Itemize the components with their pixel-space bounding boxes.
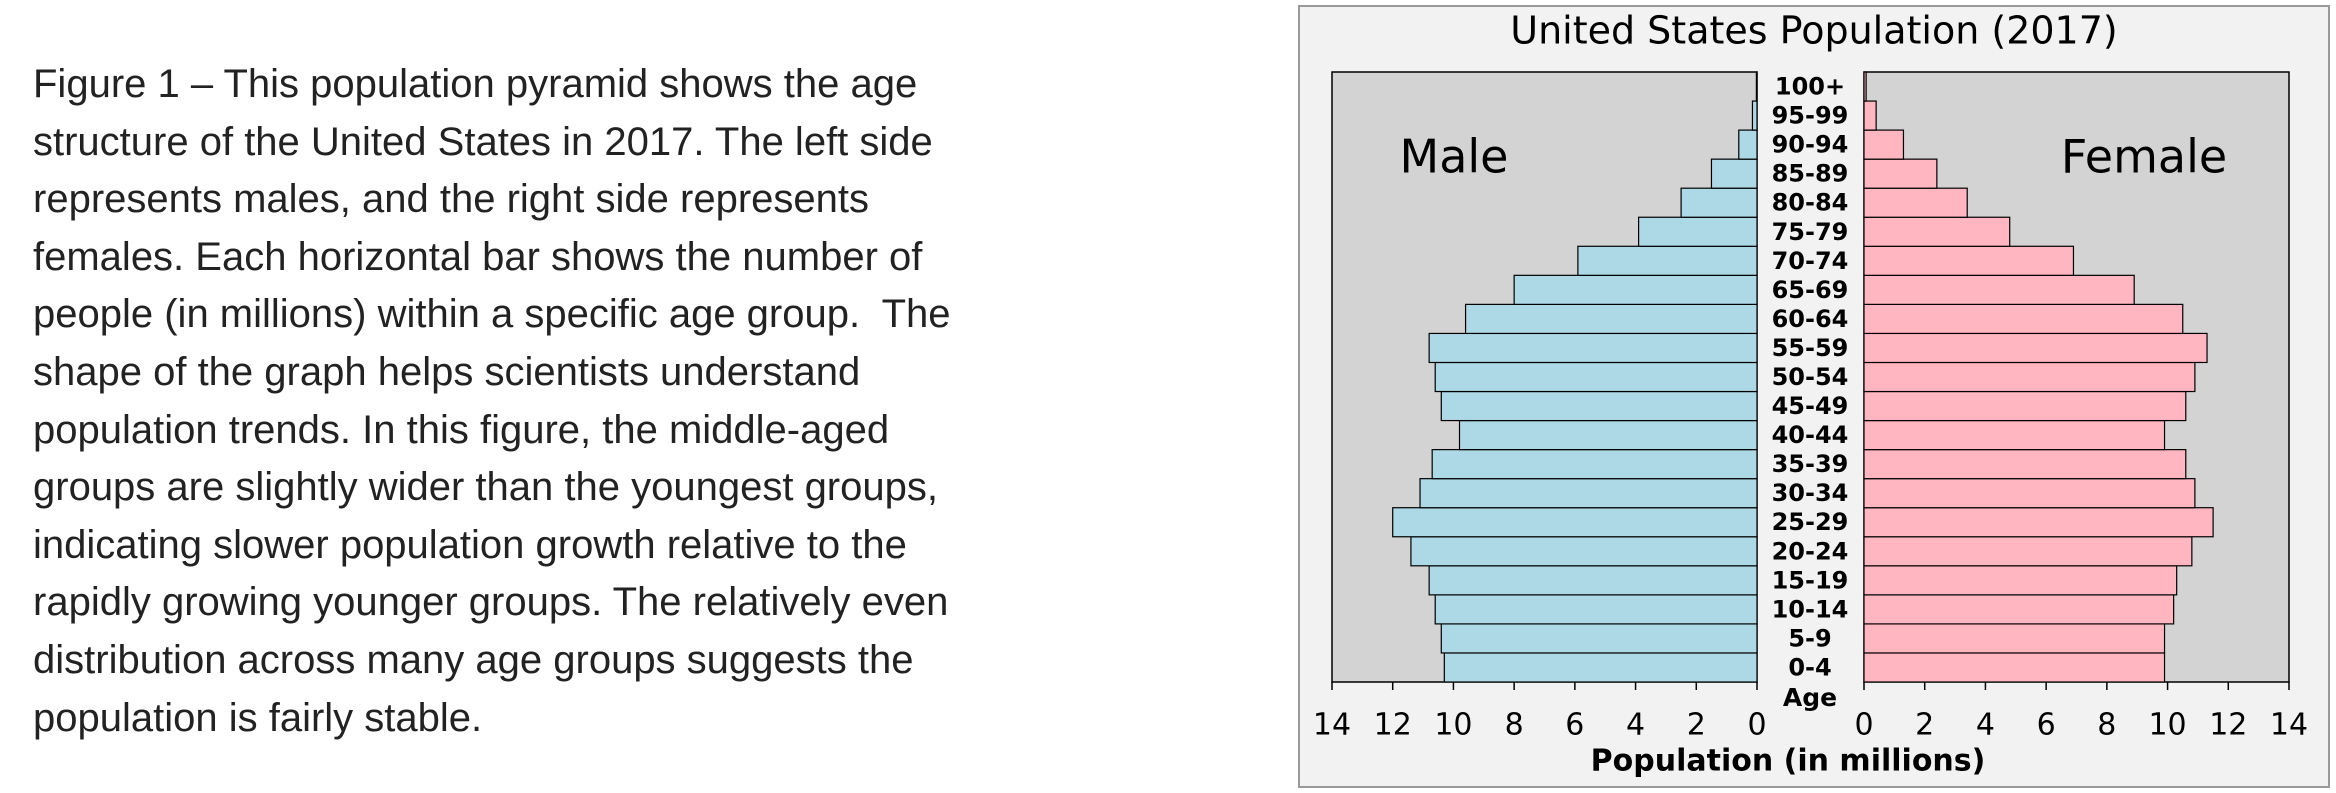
age-group-label: 25-29 (1772, 508, 1849, 536)
bar (1863, 419, 2166, 451)
x-tick-label: 14 (1313, 708, 1351, 743)
legend-entry: Female (2061, 130, 2227, 184)
age-group-label: 5-9 (1788, 624, 1831, 652)
bar (1638, 216, 1758, 247)
age-group-label: 100+ (1775, 73, 1845, 101)
age-group-label: 65-69 (1772, 276, 1849, 304)
x-tick-label: 14 (2270, 708, 2308, 743)
bar (1428, 565, 1758, 596)
x-tick-label: 8 (1505, 708, 1524, 743)
x-tick-label: 8 (2097, 708, 2116, 743)
x-tick-label: 12 (2209, 708, 2247, 743)
paragraph-line: indicating slower population growth rela… (33, 522, 907, 567)
age-group-label: 45-49 (1772, 392, 1849, 420)
bar (1863, 100, 1877, 131)
x-tick-label: 0 (1747, 708, 1766, 743)
bar (1863, 129, 1905, 160)
bar (1392, 507, 1758, 538)
bar (1434, 594, 1758, 625)
age-group-label: 95-99 (1772, 102, 1849, 130)
legend-entry: Male (1400, 130, 1509, 184)
age-group-label: 60-64 (1772, 305, 1849, 333)
bar (1863, 652, 2166, 683)
bar (1863, 245, 2075, 276)
bar (1863, 187, 1968, 218)
age-group-label: 80-84 (1772, 189, 1849, 217)
paragraph-line: shape of the graph helps scientists unde… (33, 349, 861, 394)
age-group-label: 90-94 (1772, 131, 1849, 159)
age-label: Age (1783, 683, 1837, 712)
paragraph-line: population trends. In this figure, the m… (33, 407, 890, 452)
x-tick-label: 0 (1854, 708, 1873, 743)
x-axis-label: Population (in millions) (1591, 744, 1986, 779)
bar (1440, 623, 1758, 654)
bar (1440, 390, 1758, 422)
bar (1863, 71, 1867, 102)
age-group-label: 35-39 (1772, 450, 1849, 478)
bar (1863, 216, 2011, 247)
bar (1710, 158, 1758, 189)
age-group-label: 50-54 (1772, 363, 1849, 391)
x-tick-label: 6 (1565, 708, 1584, 743)
bar (1863, 507, 2214, 538)
paragraph-line: Figure 1 – This population pyramid shows… (33, 62, 918, 106)
bar (1410, 536, 1758, 567)
paragraph-line: females. Each horizontal bar shows the n… (33, 234, 923, 279)
paragraph-line: population is fairly stable. (33, 695, 483, 740)
bar (1863, 478, 2196, 509)
paragraph-line: groups are slightly wider than the young… (33, 465, 938, 510)
bar (1863, 536, 2193, 567)
paragraph-line: structure of the United States in 2017. … (33, 119, 933, 164)
paragraph-line: distribution across many age groups sugg… (33, 637, 914, 682)
paragraph-line: rapidly growing younger groups. The rela… (33, 580, 949, 625)
age-group-label: 40-44 (1772, 421, 1849, 449)
chart-title: United States Population (2017) (1510, 9, 2117, 53)
bar (1464, 303, 1758, 335)
bar (1863, 594, 2175, 625)
bar (1863, 274, 2135, 305)
x-tick-label: 4 (1626, 708, 1645, 743)
bar (1863, 449, 2187, 480)
age-group-label: 70-74 (1772, 247, 1849, 275)
x-tick-label: 2 (1915, 708, 1934, 743)
age-group-label: 55-59 (1772, 334, 1849, 362)
bar (1443, 652, 1758, 683)
x-tick-label: 10 (2148, 708, 2186, 743)
bar (1513, 274, 1758, 305)
bar (1458, 419, 1758, 451)
age-group-label: 0-4 (1788, 653, 1831, 681)
bar (1863, 332, 2208, 364)
x-tick-label: 2 (1687, 708, 1706, 743)
bar (1738, 129, 1758, 160)
bar (1431, 449, 1758, 480)
age-group-label: 75-79 (1772, 218, 1849, 246)
paragraph-line: represents males, and the right side rep… (33, 177, 869, 222)
age-group-label: 85-89 (1772, 160, 1849, 188)
bar (1577, 245, 1758, 276)
age-group-label: 30-34 (1772, 479, 1849, 507)
x-tick-label: 6 (2037, 708, 2056, 743)
x-tick-label: 4 (1976, 708, 1995, 743)
bar (1755, 71, 1758, 102)
age-group-label: 10-14 (1772, 595, 1849, 623)
bar (1863, 361, 2196, 393)
bar (1680, 187, 1758, 218)
bar (1434, 361, 1758, 393)
bar (1428, 332, 1758, 364)
x-tick-label: 12 (1374, 708, 1412, 743)
bar (1863, 565, 2178, 596)
bar (1751, 100, 1758, 131)
bar (1863, 390, 2187, 422)
age-group-label: 20-24 (1772, 537, 1849, 565)
paragraph: Figure 1 – This population pyramid shows… (33, 56, 951, 747)
bar (1863, 158, 1938, 189)
age-group-label: 15-19 (1772, 566, 1849, 594)
paragraph-line: people (in millions) within a specific a… (33, 292, 951, 337)
bar (1863, 303, 2184, 335)
x-tick-label: 10 (1434, 708, 1472, 743)
bar (1863, 623, 2166, 654)
bar (1419, 478, 1758, 509)
